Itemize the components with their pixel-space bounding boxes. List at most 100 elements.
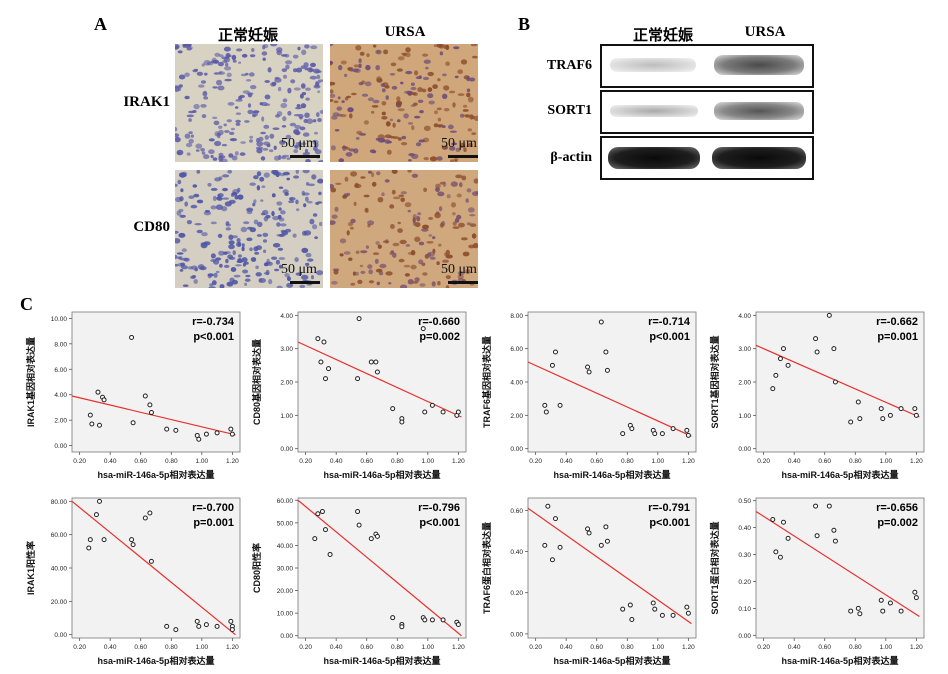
data-point — [142, 515, 148, 521]
scale-label: 50 μm — [281, 262, 317, 277]
wb-label-sort1: SORT1 — [547, 103, 592, 118]
y-tick-label: 0.00 — [280, 446, 293, 453]
wb-blot-traf6 — [600, 44, 814, 88]
data-point — [429, 402, 435, 408]
ihc-image-cd80-normal — [175, 170, 323, 288]
y-axis-label: IRAK1阳性率 — [25, 541, 36, 595]
x-tick-label: 1.00 — [421, 458, 434, 465]
data-point — [374, 369, 380, 375]
regression-line — [755, 510, 920, 617]
data-point — [887, 412, 893, 418]
x-tick-label: 0.20 — [529, 458, 542, 465]
data-point — [318, 359, 324, 365]
data-point — [813, 503, 819, 509]
x-tick-label: 0.20 — [299, 458, 312, 465]
p-value-label: p<0.001 — [649, 331, 690, 343]
y-tick-label: 40.00 — [277, 543, 294, 550]
data-point — [659, 612, 665, 618]
regression-line — [71, 500, 236, 636]
y-tick-label: 1.00 — [738, 413, 751, 420]
r-value-label: r=-0.662 — [876, 316, 918, 328]
data-point — [604, 367, 610, 373]
data-point — [549, 557, 555, 563]
ihc-image-cd80-ursa — [330, 170, 478, 288]
r-value-label: r=-0.714 — [648, 316, 691, 328]
p-value-label: p=0.001 — [193, 517, 234, 529]
data-point — [670, 612, 676, 618]
data-point — [142, 393, 148, 399]
r-value-label: r=-0.796 — [418, 502, 460, 514]
data-point — [887, 600, 893, 606]
data-point — [780, 519, 786, 525]
y-tick-label: 0.00 — [510, 631, 523, 638]
data-point — [898, 608, 904, 614]
y-tick-label: 6.00 — [510, 346, 523, 353]
data-point — [101, 537, 107, 543]
data-point — [542, 542, 548, 548]
x-tick-label: 0.80 — [621, 458, 634, 465]
x-tick-label: 1.20 — [226, 644, 239, 651]
data-point — [826, 312, 832, 318]
y-tick-label: 4.00 — [54, 392, 67, 399]
x-tick-label: 0.60 — [818, 644, 831, 651]
data-point — [652, 431, 658, 437]
x-axis-label: hsa-miR-146a-5p相对表达量 — [781, 655, 898, 666]
x-tick-label: 0.40 — [330, 644, 343, 651]
data-point — [455, 409, 461, 415]
scatter-plot: 0.00 2.00 4.00 6.00 8.00 10.00 0.20 0.40 0.60 0.8… — [25, 311, 241, 480]
y-tick-label: 8.00 — [510, 313, 523, 320]
data-point — [327, 551, 333, 557]
scatter-plot: 0.00 2.00 4.00 6.00 8.00 0.20 0.40 0.60 0.80 1.00… — [481, 311, 697, 480]
data-point — [913, 412, 919, 418]
y-tick-label: 0.00 — [510, 446, 523, 453]
y-tick-label: 4.00 — [280, 313, 293, 320]
data-point — [620, 606, 626, 612]
data-point — [880, 416, 886, 422]
data-point — [130, 420, 136, 426]
x-tick-label: 0.80 — [621, 644, 634, 651]
r-value-label: r=-0.734 — [192, 316, 235, 328]
data-point — [390, 406, 396, 412]
y-tick-label: 0.00 — [54, 443, 67, 450]
panel-a-row-irak1: IRAK1 — [123, 94, 170, 110]
x-tick-label: 0.60 — [360, 458, 373, 465]
data-point — [598, 319, 604, 325]
ihc-image-irak1-ursa — [330, 44, 478, 162]
panel-a-col-normal: 正常妊娠 — [217, 28, 278, 44]
data-point — [545, 503, 551, 509]
x-tick-label: 1.20 — [910, 644, 923, 651]
data-point — [148, 410, 154, 416]
x-tick-label: 0.40 — [560, 644, 573, 651]
x-tick-label: 1.20 — [226, 458, 239, 465]
data-point — [429, 617, 435, 623]
y-tick-label: 10.00 — [277, 611, 294, 618]
data-point — [315, 511, 321, 517]
data-point — [549, 362, 555, 368]
y-axis-label: SORT1基因相对表达量 — [709, 335, 720, 428]
data-point — [129, 334, 135, 340]
p-value-label: p=0.002 — [877, 517, 918, 529]
y-tick-label: 80.00 — [51, 499, 68, 506]
data-point — [87, 537, 93, 543]
data-point — [586, 530, 592, 536]
data-point — [832, 538, 838, 544]
data-point — [629, 426, 635, 432]
y-tick-label: 4.00 — [510, 380, 523, 387]
y-tick-label: 0.00 — [738, 633, 751, 640]
y-tick-label: 50.00 — [277, 520, 294, 527]
data-point — [650, 600, 656, 606]
x-tick-label: 1.20 — [682, 458, 695, 465]
y-tick-label: 0.10 — [738, 606, 751, 613]
data-point — [773, 549, 779, 555]
data-point — [770, 517, 776, 523]
p-value-label: p<0.001 — [419, 517, 460, 529]
x-tick-label: 1.00 — [879, 458, 892, 465]
data-point — [101, 397, 107, 403]
data-point — [773, 372, 779, 378]
x-tick-label: 0.80 — [391, 644, 404, 651]
data-point — [214, 623, 220, 629]
r-value-label: r=-0.656 — [876, 502, 918, 514]
data-point — [440, 617, 446, 623]
y-tick-label: 60.00 — [51, 532, 68, 539]
scatter-plot: 0.00 1.00 2.00 3.00 4.00 0.20 0.40 0.60 0.80 1.00… — [251, 311, 467, 480]
